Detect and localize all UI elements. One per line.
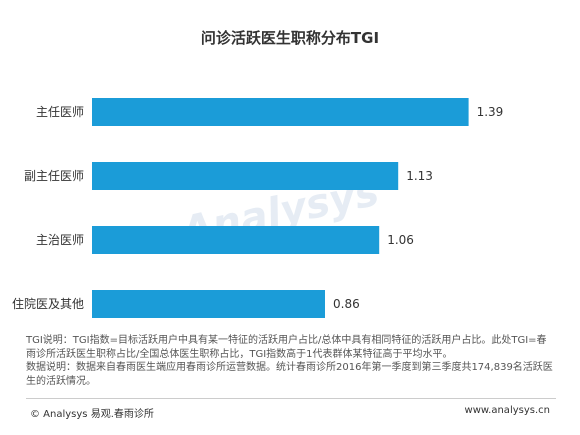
chart-notes: TGI说明：TGI指数=目标活跃用户中具有某一特征的活跃用户占比/总体中具有相同…	[26, 334, 556, 388]
footer-website: www.analysys.cn	[464, 405, 550, 416]
value-label-2: 1.06	[387, 233, 414, 247]
bar-1	[92, 162, 399, 190]
bars-group: 主任医师 1.39 副主任医师 1.13 主治医师 1.06 住院医及其他 0.86	[12, 98, 503, 318]
value-label-0: 1.39	[477, 105, 504, 119]
category-label-0: 主任医师	[36, 105, 84, 119]
bar-0	[92, 98, 469, 126]
footer-source: © Analysys 易观.春雨诊所	[30, 409, 154, 420]
bar-2	[92, 226, 380, 254]
footer-divider	[26, 398, 556, 399]
value-label-3: 0.86	[333, 297, 360, 311]
value-label-1: 1.13	[406, 169, 433, 183]
category-label-1: 副主任医师	[24, 169, 84, 183]
category-label-2: 主治医师	[36, 233, 84, 247]
tgi-note: TGI说明：TGI指数=目标活跃用户中具有某一特征的活跃用户占比/总体中具有相同…	[26, 335, 547, 360]
category-label-3: 住院医及其他	[12, 297, 84, 311]
chart-title: 问诊活跃医生职称分布TGI	[201, 29, 379, 47]
data-note: 数据说明：数据来自春雨医生端应用春雨诊所运营数据。统计春雨诊所2016年第一季度…	[26, 362, 553, 387]
bar-3	[92, 290, 325, 318]
